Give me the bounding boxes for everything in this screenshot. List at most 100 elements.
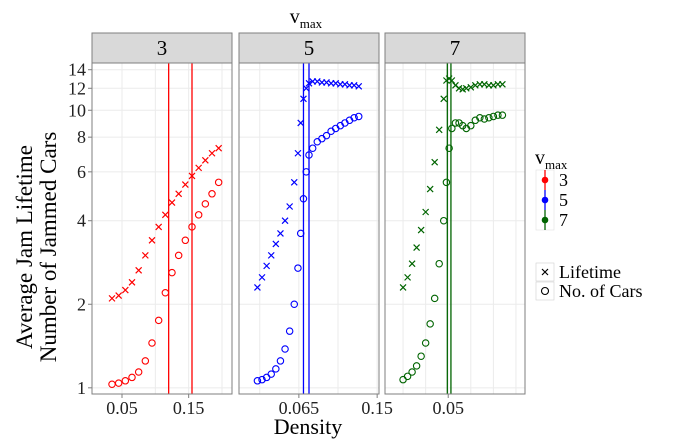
data-point-lifetime xyxy=(277,229,284,237)
data-point-lifetime xyxy=(404,273,412,281)
legend-shape-label: Lifetime xyxy=(559,262,621,282)
data-point-no-of-cars xyxy=(421,339,430,347)
legend-key-dot xyxy=(541,176,549,184)
legend-key-dot xyxy=(541,196,549,204)
data-point-no-of-cars xyxy=(408,368,416,376)
legend-vmax-item-3: 3 xyxy=(541,170,568,190)
data-point-lifetime xyxy=(253,283,261,291)
data-point-lifetime xyxy=(413,244,421,252)
data-point-no-of-cars xyxy=(476,113,484,122)
y-tick-label: 14 xyxy=(68,60,86,80)
data-point-lifetime xyxy=(272,240,280,248)
data-point-no-of-cars xyxy=(194,211,203,219)
legend-vmax-item-7: 7 xyxy=(541,210,568,230)
data-point-lifetime xyxy=(448,77,456,84)
panel-border xyxy=(238,62,380,395)
data-point-lifetime xyxy=(267,251,275,259)
data-point-lifetime xyxy=(302,84,310,92)
legend-shape-item-lifetime: Lifetime xyxy=(535,262,621,282)
data-point-lifetime xyxy=(355,82,363,90)
data-point-lifetime xyxy=(431,158,439,166)
data-point-no-of-cars xyxy=(121,377,130,385)
data-point-no-of-cars xyxy=(208,190,216,198)
data-point-lifetime xyxy=(290,178,298,186)
facet-strip-background xyxy=(91,32,233,64)
chart-title-subscript: max xyxy=(300,16,323,31)
y-tick-label: 1 xyxy=(77,378,86,398)
data-point-no-of-cars xyxy=(253,377,262,385)
data-point-no-of-cars xyxy=(322,131,331,140)
data-point-lifetime xyxy=(215,144,223,152)
data-point-lifetime xyxy=(155,223,163,231)
data-point-lifetime xyxy=(426,185,434,193)
data-point-lifetime xyxy=(417,226,425,234)
facet-strip-label: 5 xyxy=(304,36,315,60)
data-point-no-of-cars xyxy=(485,113,493,122)
x-tick-label: 0.05 xyxy=(106,398,138,418)
facet-strip-label: 7 xyxy=(450,36,461,60)
x-tick-label: 0.065 xyxy=(279,398,320,418)
data-point-no-of-cars xyxy=(148,339,156,347)
series-no-of-cars-vmax-3 xyxy=(108,178,223,389)
panel-border xyxy=(91,62,233,395)
data-point-lifetime xyxy=(263,262,271,270)
data-point-lifetime xyxy=(422,208,430,216)
data-point-no-of-cars xyxy=(442,178,451,187)
legend-vmax-title: vmax xyxy=(535,147,568,172)
data-point-no-of-cars xyxy=(201,200,210,208)
data-point-lifetime xyxy=(208,149,216,157)
data-point-no-of-cars xyxy=(174,251,183,260)
data-point-no-of-cars xyxy=(498,111,507,119)
x-tick-label: 0.15 xyxy=(173,398,205,418)
legend-vmax-label: 5 xyxy=(559,190,568,210)
data-point-no-of-cars xyxy=(494,111,502,119)
y-tick-label: 8 xyxy=(77,127,86,147)
facet-panel-7: 70.05 xyxy=(384,32,526,418)
legend-key-box xyxy=(535,281,555,301)
facet-strip-background xyxy=(384,32,526,64)
data-point-lifetime xyxy=(408,260,416,268)
data-point-no-of-cars xyxy=(154,316,163,325)
data-point-lifetime xyxy=(294,149,302,157)
data-point-no-of-cars xyxy=(435,259,443,268)
data-point-no-of-cars xyxy=(448,124,456,133)
y-tick-label: 12 xyxy=(68,78,86,98)
data-point-no-of-cars xyxy=(430,294,439,303)
data-point-lifetime xyxy=(435,126,443,134)
data-point-no-of-cars xyxy=(276,357,285,365)
legend-key-dot xyxy=(541,216,549,224)
data-point-no-of-cars xyxy=(445,144,453,152)
data-point-no-of-cars xyxy=(267,370,275,378)
data-point-lifetime xyxy=(148,236,156,244)
data-point-no-of-cars xyxy=(489,112,498,121)
data-point-lifetime xyxy=(281,217,289,225)
data-point-lifetime xyxy=(161,211,169,219)
x-tick-label: 0.05 xyxy=(432,398,464,418)
data-point-lifetime xyxy=(399,283,407,291)
y-tick-label: 2 xyxy=(77,294,86,314)
facet-strip-label: 3 xyxy=(157,36,168,60)
x-tick-label: 0.15 xyxy=(361,398,393,418)
data-point-lifetime xyxy=(258,273,266,281)
data-point-no-of-cars xyxy=(134,368,143,376)
y-tick-label: 4 xyxy=(77,211,86,231)
data-point-no-of-cars xyxy=(281,345,289,353)
series-lifetime-vmax-5 xyxy=(253,78,363,291)
facet-panel-3: 3 0.05 0.15 xyxy=(91,32,233,418)
legend-shape-item-no-of-cars: No. of Cars xyxy=(535,281,643,301)
data-point-lifetime xyxy=(135,266,143,274)
legend-vmax-title-subscript: max xyxy=(545,157,568,172)
data-point-lifetime xyxy=(168,199,176,206)
y-tick-label: 6 xyxy=(77,162,86,182)
chart-title: vmax xyxy=(290,6,323,31)
data-point-lifetime xyxy=(175,190,183,198)
legend-vmax-item-5: 5 xyxy=(541,190,568,210)
data-point-no-of-cars xyxy=(181,236,190,245)
data-point-lifetime xyxy=(121,286,129,294)
data-point-lifetime xyxy=(108,294,116,302)
legend-vmax-label: 3 xyxy=(559,170,568,190)
data-point-no-of-cars xyxy=(403,372,412,381)
